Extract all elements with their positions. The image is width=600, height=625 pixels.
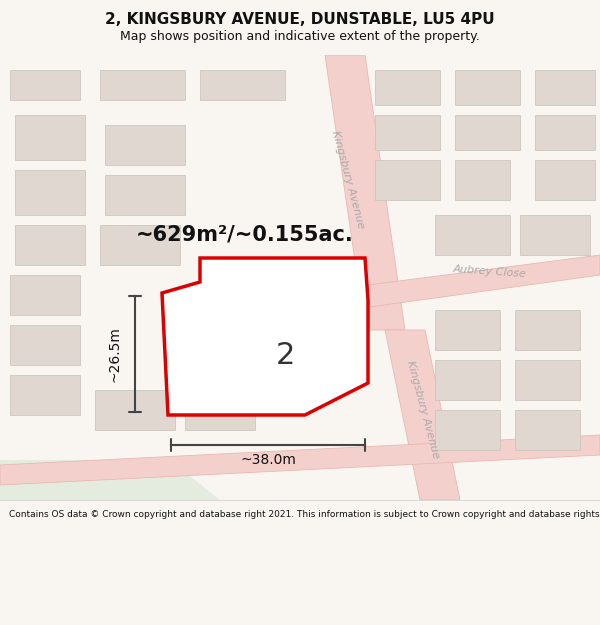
Polygon shape xyxy=(185,390,255,430)
Polygon shape xyxy=(375,115,440,150)
Polygon shape xyxy=(435,360,500,400)
Polygon shape xyxy=(435,215,510,255)
Polygon shape xyxy=(375,160,440,200)
Polygon shape xyxy=(535,160,595,200)
Polygon shape xyxy=(162,258,368,415)
Text: ~629m²/~0.155ac.: ~629m²/~0.155ac. xyxy=(136,225,354,245)
Polygon shape xyxy=(15,225,85,265)
Polygon shape xyxy=(0,435,600,485)
Polygon shape xyxy=(325,55,405,330)
Polygon shape xyxy=(455,115,520,150)
Polygon shape xyxy=(515,360,580,400)
Text: 2: 2 xyxy=(275,341,295,369)
Polygon shape xyxy=(515,410,580,450)
Text: 2, KINGSBURY AVENUE, DUNSTABLE, LU5 4PU: 2, KINGSBURY AVENUE, DUNSTABLE, LU5 4PU xyxy=(105,12,495,27)
Polygon shape xyxy=(535,115,595,150)
Polygon shape xyxy=(535,70,595,105)
Text: ~26.5m: ~26.5m xyxy=(108,326,122,382)
Polygon shape xyxy=(15,170,85,215)
Polygon shape xyxy=(10,375,80,415)
Polygon shape xyxy=(435,310,500,350)
Polygon shape xyxy=(100,225,180,265)
Text: Contains OS data © Crown copyright and database right 2021. This information is : Contains OS data © Crown copyright and d… xyxy=(9,510,600,519)
Text: Kingsbury Avenue: Kingsbury Avenue xyxy=(330,130,366,230)
Polygon shape xyxy=(0,460,220,500)
Polygon shape xyxy=(375,70,440,105)
Polygon shape xyxy=(455,70,520,105)
Text: Aubrey Close: Aubrey Close xyxy=(453,264,527,279)
Polygon shape xyxy=(520,215,590,255)
Polygon shape xyxy=(385,330,460,500)
Polygon shape xyxy=(515,310,580,350)
Polygon shape xyxy=(105,175,185,215)
Text: Kingsbury Avenue: Kingsbury Avenue xyxy=(405,360,441,460)
Text: Map shows position and indicative extent of the property.: Map shows position and indicative extent… xyxy=(120,30,480,43)
Polygon shape xyxy=(15,115,85,160)
Polygon shape xyxy=(105,125,185,165)
Polygon shape xyxy=(435,410,500,450)
Polygon shape xyxy=(100,70,185,100)
Polygon shape xyxy=(455,160,510,200)
Polygon shape xyxy=(10,325,80,365)
Polygon shape xyxy=(10,275,80,315)
Polygon shape xyxy=(200,70,285,100)
Polygon shape xyxy=(368,255,600,307)
Text: ~38.0m: ~38.0m xyxy=(240,453,296,467)
Polygon shape xyxy=(95,390,175,430)
Polygon shape xyxy=(10,70,80,100)
